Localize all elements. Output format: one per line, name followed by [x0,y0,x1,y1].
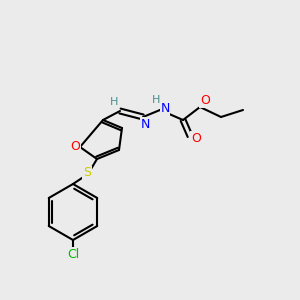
Text: N: N [160,103,170,116]
Text: O: O [70,140,80,154]
Text: N: N [140,118,150,130]
Text: Cl: Cl [67,248,79,260]
Text: O: O [191,131,201,145]
Text: H: H [110,97,118,107]
Text: S: S [83,167,91,179]
Text: H: H [152,95,160,105]
Text: O: O [200,94,210,107]
